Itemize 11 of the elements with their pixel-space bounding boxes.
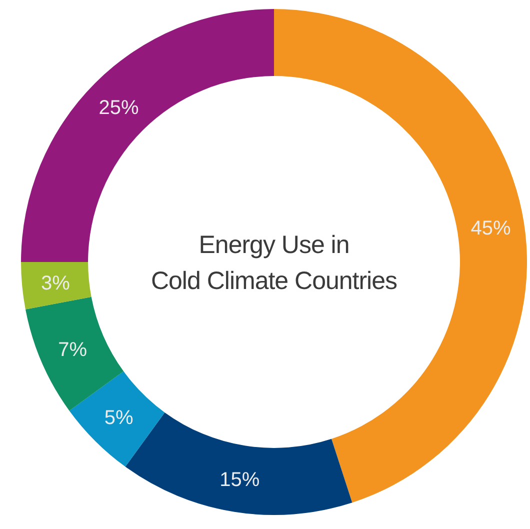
data-label: 7%	[58, 339, 88, 362]
data-label: 3%	[41, 272, 70, 295]
donut-slice	[25, 296, 124, 411]
text: Energy Use in Cold Climate Countries	[150, 230, 398, 295]
donut-slice	[69, 371, 165, 467]
data-label: 25%	[98, 96, 140, 119]
data-label: 45%	[470, 218, 512, 240]
donut-slice	[21, 262, 92, 310]
data-label: 5%	[104, 407, 134, 430]
donut-slice	[21, 9, 274, 262]
data-label: 15%	[220, 468, 260, 491]
